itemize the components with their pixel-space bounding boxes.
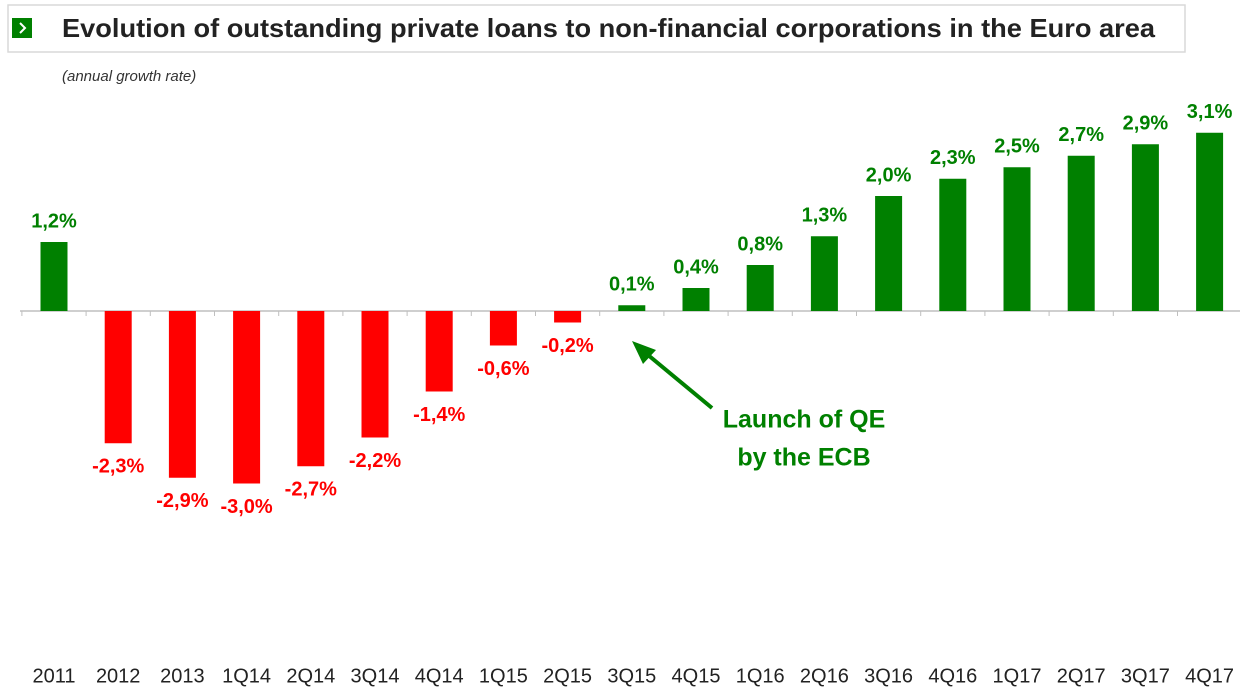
title-box bbox=[7, 4, 1186, 53]
value-label: -2,9% bbox=[156, 490, 208, 512]
value-label: -2,2% bbox=[349, 450, 401, 472]
annotation: by the ECB bbox=[737, 444, 870, 472]
bar bbox=[168, 311, 196, 478]
annotation: Launch of QE bbox=[723, 406, 886, 434]
bar bbox=[1131, 144, 1159, 311]
x-tick-label: 2Q17 bbox=[1057, 665, 1106, 687]
bar bbox=[810, 236, 838, 311]
bar bbox=[1003, 167, 1031, 311]
x-tick-label: 2012 bbox=[96, 665, 141, 687]
bar bbox=[618, 305, 646, 311]
value-label: 1,3% bbox=[802, 205, 848, 227]
bar bbox=[682, 288, 710, 311]
bar bbox=[425, 311, 453, 392]
annotation-arrowhead bbox=[632, 341, 656, 364]
x-tick-label: 4Q16 bbox=[928, 665, 977, 687]
value-label: 0,8% bbox=[737, 233, 783, 255]
header-icon-chevron bbox=[19, 22, 27, 34]
value-label: 3,1% bbox=[1187, 101, 1233, 123]
bar bbox=[1067, 155, 1095, 311]
x-tick-label: 1Q14 bbox=[222, 665, 271, 687]
chart-subtitle: (annual growth rate) bbox=[62, 68, 196, 85]
header-icon bbox=[12, 18, 32, 38]
x-tick-label: 3Q16 bbox=[864, 665, 913, 687]
x-tick-label: 2011 bbox=[32, 665, 75, 687]
x-tick-label: 1Q17 bbox=[993, 665, 1042, 687]
bar bbox=[554, 311, 582, 323]
bar bbox=[489, 311, 517, 346]
value-label: -3,0% bbox=[220, 496, 272, 518]
x-tick-label: 3Q14 bbox=[351, 665, 400, 687]
x-tick-label: 2Q14 bbox=[286, 665, 335, 687]
x-tick-label: 1Q16 bbox=[736, 665, 785, 687]
x-tick-label: 3Q15 bbox=[607, 665, 656, 687]
value-label: 1,2% bbox=[31, 210, 77, 232]
value-label: 0,1% bbox=[609, 274, 655, 296]
bar bbox=[746, 265, 774, 311]
bar bbox=[40, 242, 68, 311]
bar bbox=[875, 196, 903, 311]
bar bbox=[233, 311, 261, 484]
bar bbox=[1196, 132, 1224, 311]
x-tick-label: 2013 bbox=[160, 665, 205, 687]
bar bbox=[939, 178, 967, 311]
bar bbox=[297, 311, 325, 467]
value-label: 2,5% bbox=[994, 136, 1040, 158]
value-label: -1,4% bbox=[413, 404, 465, 426]
x-tick-label: 2Q15 bbox=[543, 665, 592, 687]
value-label: 0,4% bbox=[673, 256, 719, 278]
x-tick-label: 4Q15 bbox=[672, 665, 721, 687]
value-label: -2,7% bbox=[285, 479, 337, 501]
bar bbox=[361, 311, 389, 438]
bar bbox=[104, 311, 132, 444]
value-label: -2,3% bbox=[92, 456, 144, 478]
chart-title: Evolution of outstanding private loans t… bbox=[62, 13, 1156, 43]
value-label: 2,3% bbox=[930, 147, 976, 169]
x-tick-label: 1Q15 bbox=[479, 665, 528, 687]
value-label: 2,7% bbox=[1058, 124, 1104, 146]
annotation-arrow bbox=[640, 348, 714, 410]
value-label: -0,2% bbox=[541, 335, 593, 357]
value-label: 2,9% bbox=[1123, 113, 1169, 135]
x-tick-label: 4Q17 bbox=[1185, 665, 1234, 687]
value-label: -0,6% bbox=[477, 358, 529, 380]
x-tick-label: 2Q16 bbox=[800, 665, 849, 687]
value-label: 2,0% bbox=[866, 164, 912, 186]
x-tick-label: 3Q17 bbox=[1121, 665, 1170, 687]
x-tick-label: 4Q14 bbox=[415, 665, 464, 687]
